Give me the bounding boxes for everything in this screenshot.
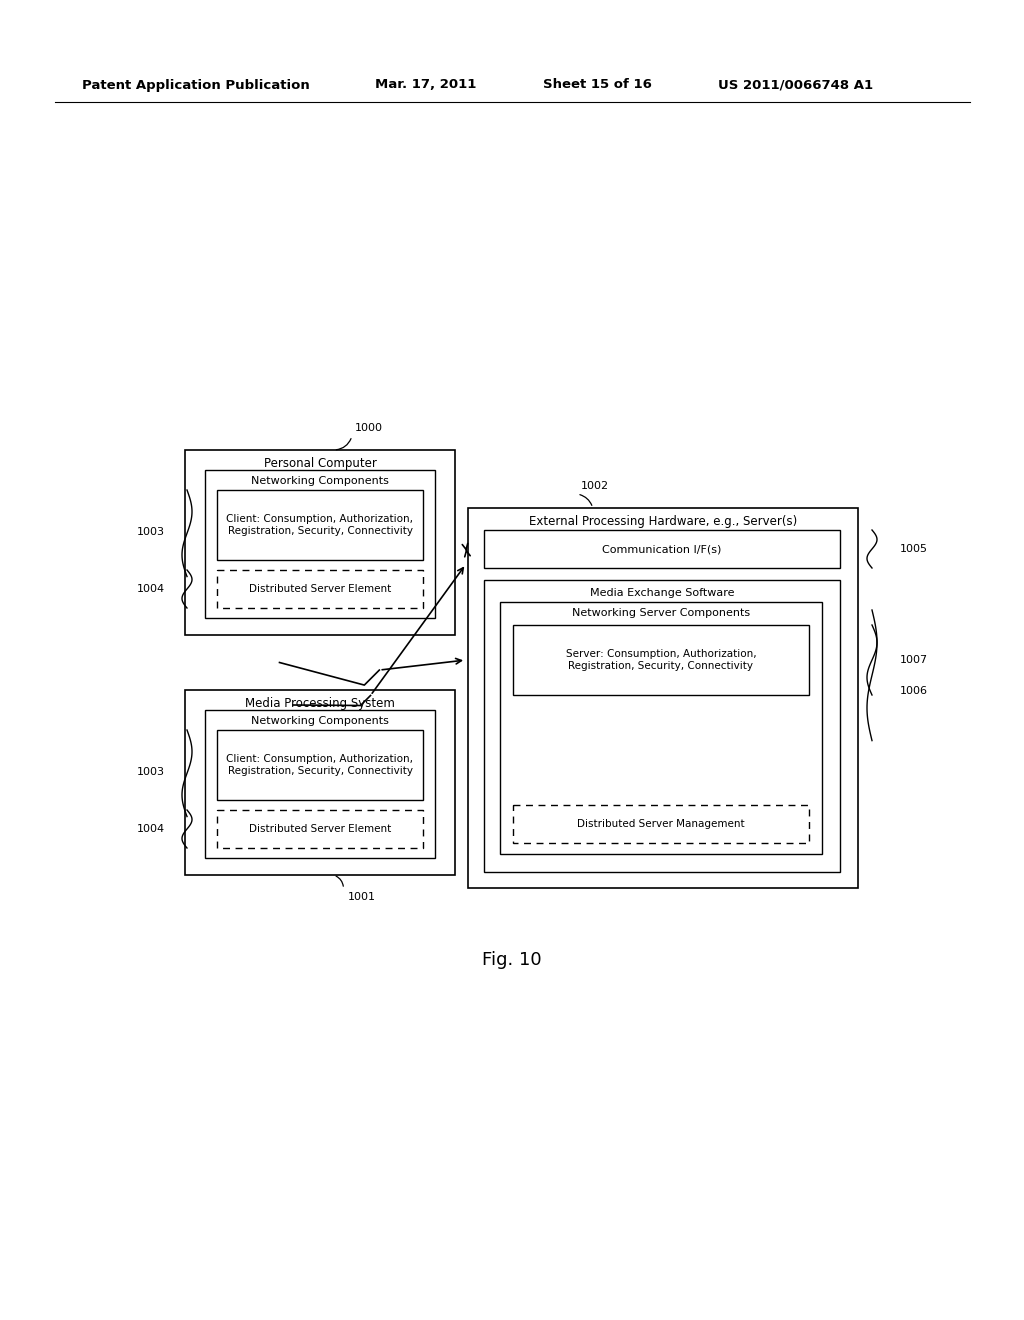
- Text: 1007: 1007: [900, 655, 928, 665]
- Text: 1001: 1001: [347, 892, 376, 902]
- Text: 1003: 1003: [137, 527, 165, 537]
- Text: Fig. 10: Fig. 10: [482, 950, 542, 969]
- Text: Media Processing System: Media Processing System: [245, 697, 395, 710]
- Text: Distributed Server Element: Distributed Server Element: [249, 583, 391, 594]
- Text: Networking Components: Networking Components: [251, 477, 389, 486]
- Bar: [217, 490, 423, 560]
- Bar: [468, 508, 858, 888]
- Text: 1006: 1006: [900, 686, 928, 696]
- Text: Sheet 15 of 16: Sheet 15 of 16: [543, 78, 652, 91]
- Text: 1002: 1002: [582, 480, 609, 491]
- Bar: [185, 450, 455, 635]
- Text: Mar. 17, 2011: Mar. 17, 2011: [375, 78, 476, 91]
- Bar: [185, 690, 455, 875]
- Bar: [513, 624, 809, 696]
- Text: 1004: 1004: [137, 824, 165, 834]
- Text: US 2011/0066748 A1: US 2011/0066748 A1: [718, 78, 873, 91]
- Text: Media Exchange Software: Media Exchange Software: [590, 587, 734, 598]
- Bar: [513, 805, 809, 843]
- Bar: [205, 710, 435, 858]
- Text: 1004: 1004: [137, 583, 165, 594]
- Bar: [500, 602, 822, 854]
- Bar: [217, 570, 423, 609]
- Bar: [205, 470, 435, 618]
- Text: Distributed Server Management: Distributed Server Management: [578, 818, 744, 829]
- Text: 1000: 1000: [355, 422, 383, 433]
- Text: Patent Application Publication: Patent Application Publication: [82, 78, 309, 91]
- Text: Distributed Server Element: Distributed Server Element: [249, 824, 391, 834]
- Text: 1005: 1005: [900, 544, 928, 554]
- Bar: [217, 730, 423, 800]
- Bar: [484, 531, 840, 568]
- Bar: [217, 810, 423, 847]
- Text: Server: Consumption, Authorization,
Registration, Security, Connectivity: Server: Consumption, Authorization, Regi…: [565, 649, 757, 671]
- Text: Networking Server Components: Networking Server Components: [572, 609, 750, 618]
- Bar: [484, 579, 840, 873]
- Text: Networking Components: Networking Components: [251, 715, 389, 726]
- Text: 1003: 1003: [137, 767, 165, 777]
- Text: Communication I/F(s): Communication I/F(s): [602, 544, 722, 554]
- Text: External Processing Hardware, e.g., Server(s): External Processing Hardware, e.g., Serv…: [528, 515, 797, 528]
- Text: Personal Computer: Personal Computer: [263, 457, 377, 470]
- Text: Client: Consumption, Authorization,
Registration, Security, Connectivity: Client: Consumption, Authorization, Regi…: [226, 515, 414, 536]
- Text: Client: Consumption, Authorization,
Registration, Security, Connectivity: Client: Consumption, Authorization, Regi…: [226, 754, 414, 776]
